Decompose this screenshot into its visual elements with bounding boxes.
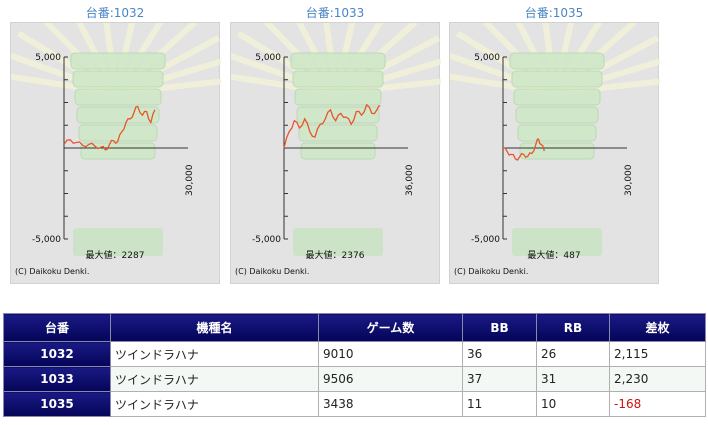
graph-panel-1033: 台番:1033 5,000 -5,000 36,000 最大値：2376 (C) D… [230,0,441,290]
diff-value: 2,115 [609,341,706,367]
y-max-label: 5,000 [474,53,500,63]
diff-value: 2,230 [609,366,706,392]
rb-count: 26 [536,341,610,367]
slump-graph: 5,000 -5,000 36,000 [231,23,441,256]
machine-layer [511,70,603,88]
col-header-games: ゲーム数 [318,313,463,342]
bb-count: 11 [462,391,537,417]
machine-layer [294,88,382,106]
base-tray [512,228,602,256]
x-max-label: 36,000 [405,164,415,196]
copyright: (C) Daikoku Denki. [454,267,529,276]
machine-number[interactable]: 1032 [3,341,111,367]
background-artwork [231,23,441,256]
game-count: 9506 [318,366,463,392]
y-min-label: -5,000 [252,235,281,245]
machine-number[interactable]: 1035 [3,391,111,417]
machine-name: ツインドラハナ [110,341,319,367]
graph-panel-1035: 台番:1035 5,000 -5,000 30,000 最大値：487 (C) Da… [449,0,660,290]
slump-graph: 5,000 -5,000 30,000 [11,23,221,256]
panel-title[interactable]: 台番:1032 [85,6,145,20]
machine-layer [292,70,384,88]
machine-layer [515,106,599,124]
machine-name: ツインドラハナ [110,366,319,392]
col-header-name: 機種名 [110,313,319,342]
game-count: 3438 [318,391,463,417]
slump-line [283,103,381,149]
y-max-label: 5,000 [35,53,61,63]
machine-layer [300,142,376,160]
panel-title[interactable]: 台番:1033 [305,6,365,20]
max-value-label: 最大値：487 [527,251,581,261]
base-tray [293,228,383,256]
copyright: (C) Daikoku Denki. [235,267,310,276]
x-max-label: 30,000 [185,164,195,196]
rb-count: 31 [536,366,610,392]
copyright: (C) Daikoku Denki. [15,267,90,276]
game-count: 9010 [318,341,463,367]
x-max-label: 30,000 [624,164,634,196]
col-header-diff: 差枚 [609,313,706,342]
y-max-label: 5,000 [255,53,281,63]
table-row: 1033 ツインドラハナ 9506 37 31 2,230 [3,366,706,392]
max-value-label: 最大値：2287 [85,251,145,261]
machine-layer [298,124,378,142]
graph-box: 5,000 -5,000 30,000 最大値：487 (C) Daikoku De… [449,22,660,284]
panel-title[interactable]: 台番:1035 [524,6,584,20]
slump-graph: 5,000 -5,000 30,000 [450,23,660,256]
machine-layer [70,52,166,70]
machine-number[interactable]: 1033 [3,366,111,392]
background-artwork [450,23,660,256]
machine-layer [509,52,605,70]
max-value-label: 最大値：2376 [305,251,365,261]
machine-name: ツインドラハナ [110,391,319,417]
machine-layer [76,106,160,124]
machine-layer [290,52,386,70]
col-header-rb: RB [536,313,610,342]
col-header-bb: BB [462,313,537,342]
table-header-row: 台番 機種名 ゲーム数 BB RB 差枚 [3,313,706,342]
table-row: 1032 ツインドラハナ 9010 36 26 2,115 [3,341,706,367]
slump-line [502,138,545,161]
machine-table: 台番 機種名 ゲーム数 BB RB 差枚 1032 ツインドラハナ 9010 3… [3,313,706,417]
rb-count: 10 [536,391,610,417]
machine-layer [519,142,595,160]
diff-value: -168 [609,391,706,417]
background-artwork [11,23,221,256]
bb-count: 37 [462,366,537,392]
y-min-label: -5,000 [471,235,500,245]
graph-box: 5,000 -5,000 36,000 最大値：2376 (C) Daikoku D… [230,22,441,284]
table-row: 1035 ツインドラハナ 3438 11 10 -168 [3,391,706,417]
machine-layer [517,124,597,142]
machine-layer [74,88,162,106]
bb-count: 36 [462,341,537,367]
base-tray [73,228,163,256]
y-min-label: -5,000 [32,235,61,245]
col-header-no: 台番 [3,313,111,342]
graph-box: 5,000 -5,000 30,000 最大値：2287 (C) Daikoku D… [10,22,221,284]
machine-layer [513,88,601,106]
slump-line [63,105,156,151]
graph-panel-1032: 台番:1032 5,000 -5,000 30,000 最大値：2287 (C) D… [10,0,221,290]
machine-layer [72,70,164,88]
machine-layer [80,142,156,160]
